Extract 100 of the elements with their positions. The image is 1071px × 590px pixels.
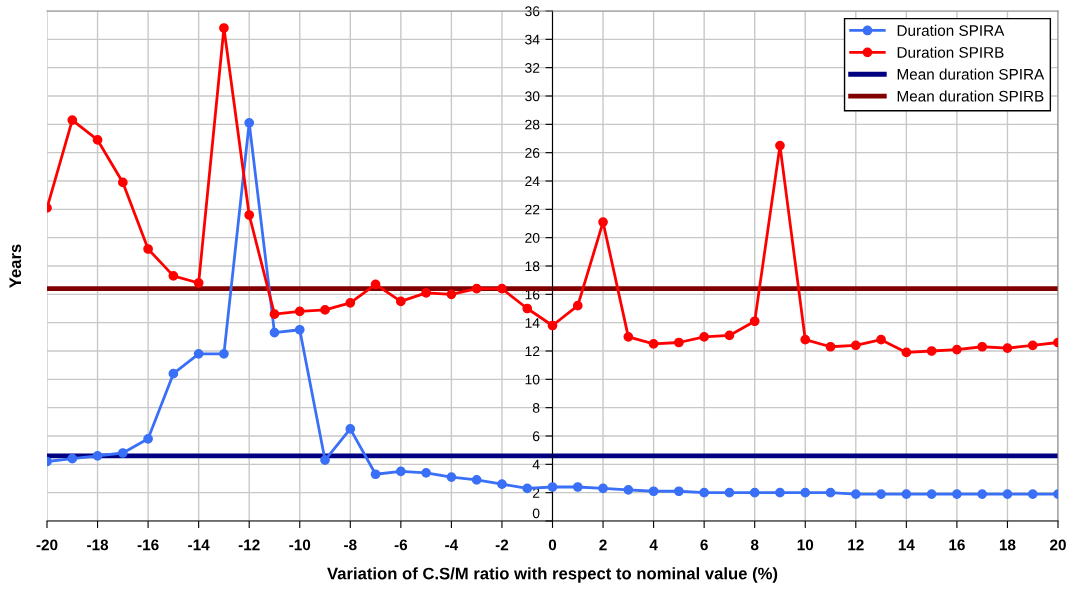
point <box>168 368 179 379</box>
x-axis-title: Variation of C.S/M ratio with respect to nominal value (%) <box>327 567 778 583</box>
point <box>850 489 861 499</box>
point <box>775 140 785 151</box>
point <box>497 479 507 490</box>
point <box>952 489 962 499</box>
y-axis-title: Years <box>9 244 22 288</box>
y-tick-label: 30 <box>525 91 540 102</box>
point <box>825 341 836 352</box>
legend-label: Mean duration SPIRA <box>897 68 1045 80</box>
point <box>749 487 760 498</box>
x-tick-label: 6 <box>700 539 708 551</box>
point <box>1002 343 1013 354</box>
x-tick-label: -8 <box>344 539 357 551</box>
point <box>825 487 836 498</box>
point <box>421 467 431 478</box>
x-tick-label: -18 <box>87 539 109 551</box>
x-tick-label: -14 <box>188 539 210 551</box>
point <box>1027 489 1038 499</box>
point <box>572 300 583 311</box>
x-tick-label: 2 <box>599 539 607 551</box>
y-tick-label: 0 <box>532 508 540 519</box>
point <box>876 334 886 345</box>
point <box>724 330 735 341</box>
y-tick-label: 10 <box>525 374 540 385</box>
y-tick-label: 4 <box>532 459 540 470</box>
point <box>977 341 988 352</box>
y-tick-label: 12 <box>525 346 540 357</box>
point <box>294 324 305 335</box>
x-tick-label: -6 <box>394 539 408 551</box>
point <box>926 346 937 356</box>
point <box>294 306 305 317</box>
point <box>67 453 78 464</box>
point <box>598 483 608 494</box>
point <box>952 344 962 355</box>
x-tick-label: -10 <box>289 539 311 551</box>
point <box>269 327 280 338</box>
y-tick-label: 36 <box>525 6 540 17</box>
point <box>775 487 785 498</box>
point <box>977 489 988 499</box>
x-tick-label: 10 <box>797 539 814 551</box>
legend-label: Duration SPIRB <box>897 46 1004 58</box>
x-tick-label: -20 <box>36 539 58 551</box>
point <box>800 334 811 345</box>
point <box>749 316 760 327</box>
y-tick-label: 14 <box>525 318 540 328</box>
point <box>219 348 229 359</box>
point <box>370 279 381 290</box>
point <box>446 289 457 300</box>
point <box>901 347 912 358</box>
x-tick-label: -16 <box>137 539 159 551</box>
point <box>674 486 684 497</box>
point <box>269 309 280 320</box>
point <box>92 135 103 145</box>
point <box>345 297 356 308</box>
point <box>67 115 78 125</box>
x-tick-label: 12 <box>848 539 864 551</box>
point <box>244 118 255 128</box>
point <box>572 482 583 492</box>
x-tick-label: 16 <box>949 539 965 551</box>
point <box>395 296 406 307</box>
y-tick-label: 24 <box>525 176 540 187</box>
legend-label: Duration SPIRA <box>897 24 1005 36</box>
y-tick-label: 32 <box>525 63 540 73</box>
x-tick-label: 14 <box>898 539 915 551</box>
point <box>547 320 558 331</box>
point <box>92 450 103 461</box>
point <box>219 23 229 33</box>
y-tick-label: 6 <box>532 431 540 442</box>
x-tick-label: 4 <box>649 539 658 551</box>
point <box>648 339 659 349</box>
point <box>497 283 507 294</box>
x-tick-label: 18 <box>999 539 1016 551</box>
x-tick-label: -12 <box>238 539 260 551</box>
point <box>320 455 330 465</box>
point <box>547 482 558 492</box>
point <box>699 331 710 342</box>
point <box>320 305 330 315</box>
point <box>395 466 406 477</box>
point <box>800 487 811 498</box>
point <box>876 489 886 499</box>
point <box>674 337 684 348</box>
point <box>446 472 457 482</box>
point <box>1027 340 1038 351</box>
point <box>598 217 608 227</box>
point <box>193 348 204 359</box>
point <box>117 448 128 458</box>
point <box>143 244 153 254</box>
point <box>168 271 179 281</box>
point <box>926 489 937 499</box>
y-tick-label: 8 <box>532 403 540 413</box>
point <box>193 278 204 288</box>
point <box>699 487 710 498</box>
x-tick-label: 0 <box>548 539 557 551</box>
point <box>623 484 634 495</box>
point <box>901 489 912 499</box>
y-tick-label: 28 <box>525 119 540 130</box>
point <box>143 433 153 444</box>
legend-label: Mean duration SPIRB <box>897 90 1044 102</box>
y-tick-label: 26 <box>525 148 540 158</box>
